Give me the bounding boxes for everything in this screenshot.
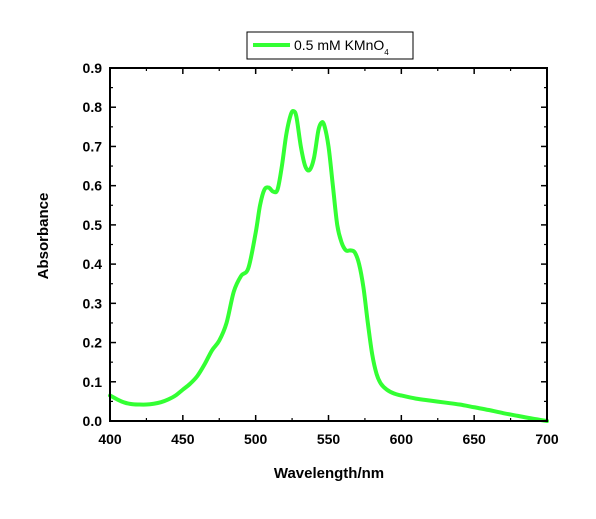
y-tick-label: 0.6: [83, 178, 103, 194]
y-tick-label: 0.4: [83, 256, 103, 272]
legend-label-main: 0.5 mM KMnO: [294, 37, 384, 53]
series-line-kmno4: [108, 109, 549, 423]
axis-ticks: [109, 67, 548, 422]
y-tick-label: 0.2: [83, 335, 103, 351]
x-tick-label: 550: [317, 431, 341, 447]
x-tick-label: 450: [171, 431, 195, 447]
x-tick-label: 500: [244, 431, 268, 447]
y-tick-label: 0.0: [83, 413, 103, 429]
y-tick-label: 0.5: [83, 217, 103, 233]
y-tick-label: 0.9: [83, 60, 103, 76]
x-tick-label: 700: [535, 431, 559, 447]
y-tick-label: 0.7: [83, 138, 103, 154]
y-axis-title: Absorbance: [35, 193, 52, 280]
legend: 0.5 mM KMnO4: [246, 31, 414, 60]
plot-frame: [109, 67, 548, 422]
y-tick-label: 0.8: [83, 99, 103, 115]
legend-label-subscript: 4: [384, 48, 389, 57]
x-tick-label: 650: [462, 431, 486, 447]
y-tick-label: 0.1: [83, 374, 103, 390]
axis-tick-labels: 400 450 500 550 600 650 700 0.0 0.1 0.2 0.3 0.4 0.5 0…: [83, 60, 559, 447]
x-axis-title: Wavelength/nm: [274, 465, 384, 482]
x-tick-label: 600: [390, 431, 414, 447]
legend-label: 0.5 mM KMnO4: [294, 37, 389, 57]
y-tick-label: 0.3: [83, 295, 103, 311]
x-tick-label: 400: [98, 431, 122, 447]
